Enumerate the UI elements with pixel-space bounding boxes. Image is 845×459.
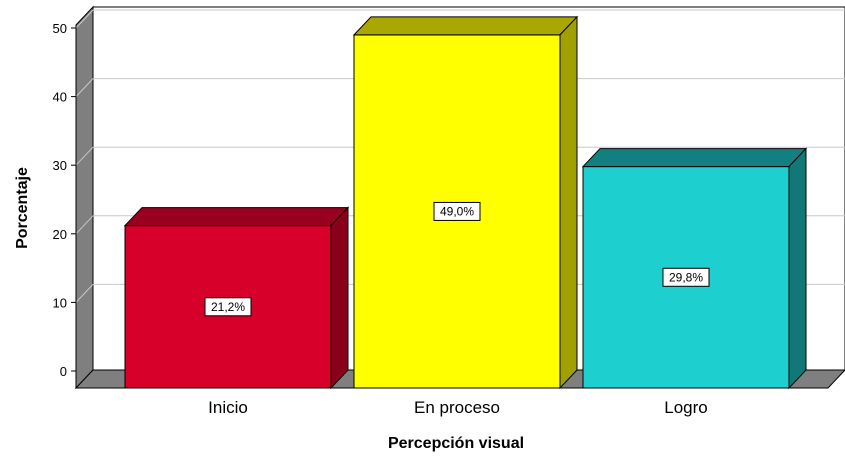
y-axis-title: Porcentaje <box>14 167 31 249</box>
gridline-side <box>75 9 94 29</box>
y-tick-label: 30 <box>53 158 67 173</box>
x-category-label: Inicio <box>208 398 248 417</box>
bar-en-proceso: 49,0% <box>352 15 579 390</box>
data-label: 29,8% <box>669 270 703 284</box>
bar-top <box>581 148 808 168</box>
x-category-label: En proceso <box>414 398 500 417</box>
bars: 21,2% 49,0% 29,8% <box>123 15 808 390</box>
data-label-box <box>662 267 710 287</box>
y-tick-label: 40 <box>53 90 67 105</box>
data-label: 21,2% <box>211 300 245 314</box>
y-tick-label: 20 <box>53 227 67 242</box>
bar-logro: 29,8% <box>581 147 808 390</box>
side-wall <box>75 5 94 390</box>
bar-top <box>352 16 579 36</box>
x-category-label: Logro <box>664 398 707 417</box>
y-tick-label: 50 <box>53 21 67 36</box>
y-tick-label: 10 <box>53 295 67 310</box>
data-label: 49,0% <box>440 204 474 218</box>
bar-side <box>788 147 807 390</box>
y-tick-label: 0 <box>60 364 67 379</box>
bar-inicio: 21,2% <box>123 206 350 390</box>
x-axis-title: Percepción visual <box>388 435 524 452</box>
gridline-side <box>75 78 94 97</box>
data-label-box <box>204 297 252 317</box>
gridline-side <box>75 215 94 235</box>
data-label-box <box>433 201 481 221</box>
gridline-side <box>75 146 94 166</box>
gridline-side <box>75 284 94 303</box>
y-axis-ticks: 0 10 20 30 40 50 <box>53 21 77 388</box>
bar-front <box>124 225 332 389</box>
x-axis-categories: Inicio En proceso Logro <box>208 398 708 417</box>
bar-top <box>123 207 350 227</box>
bar-side <box>330 206 349 390</box>
bar-side <box>559 15 578 390</box>
